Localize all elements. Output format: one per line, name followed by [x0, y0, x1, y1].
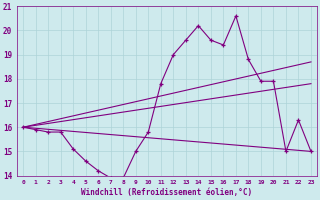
X-axis label: Windchill (Refroidissement éolien,°C): Windchill (Refroidissement éolien,°C): [82, 188, 252, 197]
